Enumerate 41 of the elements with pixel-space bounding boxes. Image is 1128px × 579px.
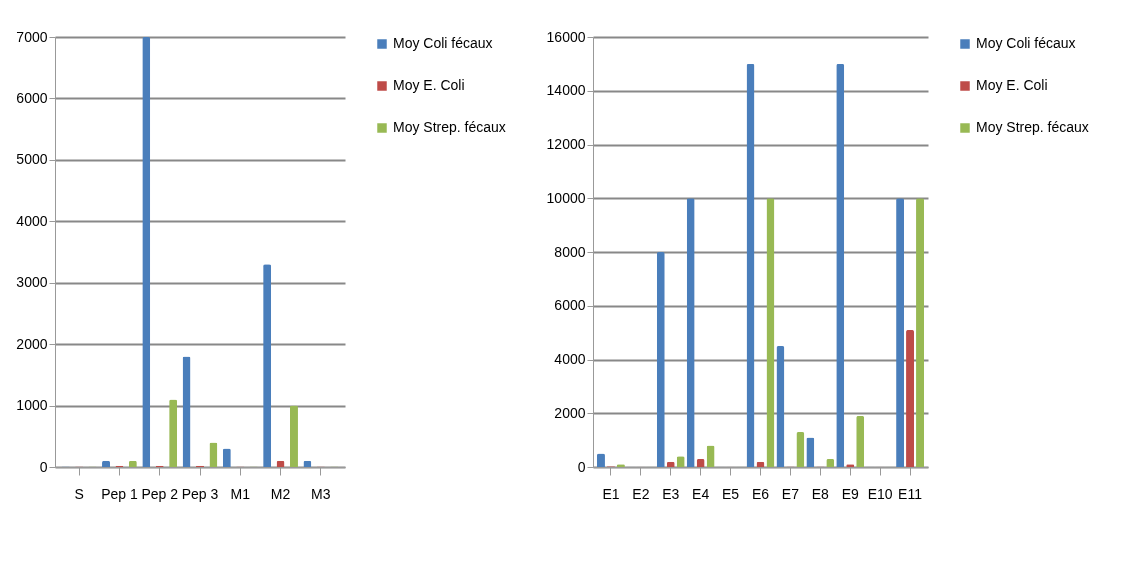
y-tick-label: 1000 <box>16 397 48 414</box>
legend-label: Moy E. Coli <box>976 77 1048 93</box>
y-tick-label: 0 <box>39 458 48 475</box>
x-tick-label: M2 <box>270 485 291 502</box>
x-tick-label: E7 <box>781 485 800 502</box>
y-tick-label: 14000 <box>546 82 586 99</box>
y-tick-label: 3000 <box>16 274 48 291</box>
x-tick-label: E1 <box>602 485 620 502</box>
x-tick-label: E11 <box>898 485 923 502</box>
x-tick-label: E6 <box>751 485 770 502</box>
x-tick-label: E4 <box>692 485 710 502</box>
legend-label: Moy E. Coli <box>393 77 465 93</box>
x-tick-label: E3 <box>662 485 680 502</box>
x-tick-label: Pep 1 <box>101 485 138 502</box>
y-tick-label: 6000 <box>16 89 48 106</box>
legend-label: Moy Strep. fécaux <box>976 119 1089 135</box>
y-tick-label: 4000 <box>16 212 48 229</box>
y-tick-label: 4000 <box>554 351 586 367</box>
x-tick-label: M3 <box>311 485 331 502</box>
x-tick-label: E10 <box>867 485 893 502</box>
y-tick-label: 5000 <box>16 151 48 168</box>
y-tick-label: 0 <box>577 458 586 475</box>
y-tick-label: 2000 <box>554 404 586 421</box>
y-tick-label: 7000 <box>16 28 48 45</box>
y-tick-label: 10000 <box>546 189 586 206</box>
y-tick-label: 2000 <box>16 335 48 352</box>
legend-label: Moy Coli fécaux <box>976 35 1076 51</box>
x-tick-label: E2 <box>632 485 650 502</box>
y-tick-label: 6000 <box>554 297 586 314</box>
x-tick-label: Pep 2 <box>141 485 179 502</box>
legend-label: Moy Strep. fécaux <box>393 119 506 135</box>
y-tick-label: 8000 <box>554 243 586 260</box>
x-tick-label: E9 <box>841 485 860 502</box>
y-tick-label: 16000 <box>546 28 586 45</box>
legend-label: Moy Coli fécaux <box>393 35 493 51</box>
y-tick-label: 12000 <box>546 136 586 152</box>
x-tick-label: S <box>74 485 84 502</box>
x-tick-label: M1 <box>230 485 251 502</box>
x-tick-label: E8 <box>811 485 830 502</box>
x-tick-label: E5 <box>722 485 740 502</box>
x-tick-label: Pep 3 <box>181 485 219 502</box>
